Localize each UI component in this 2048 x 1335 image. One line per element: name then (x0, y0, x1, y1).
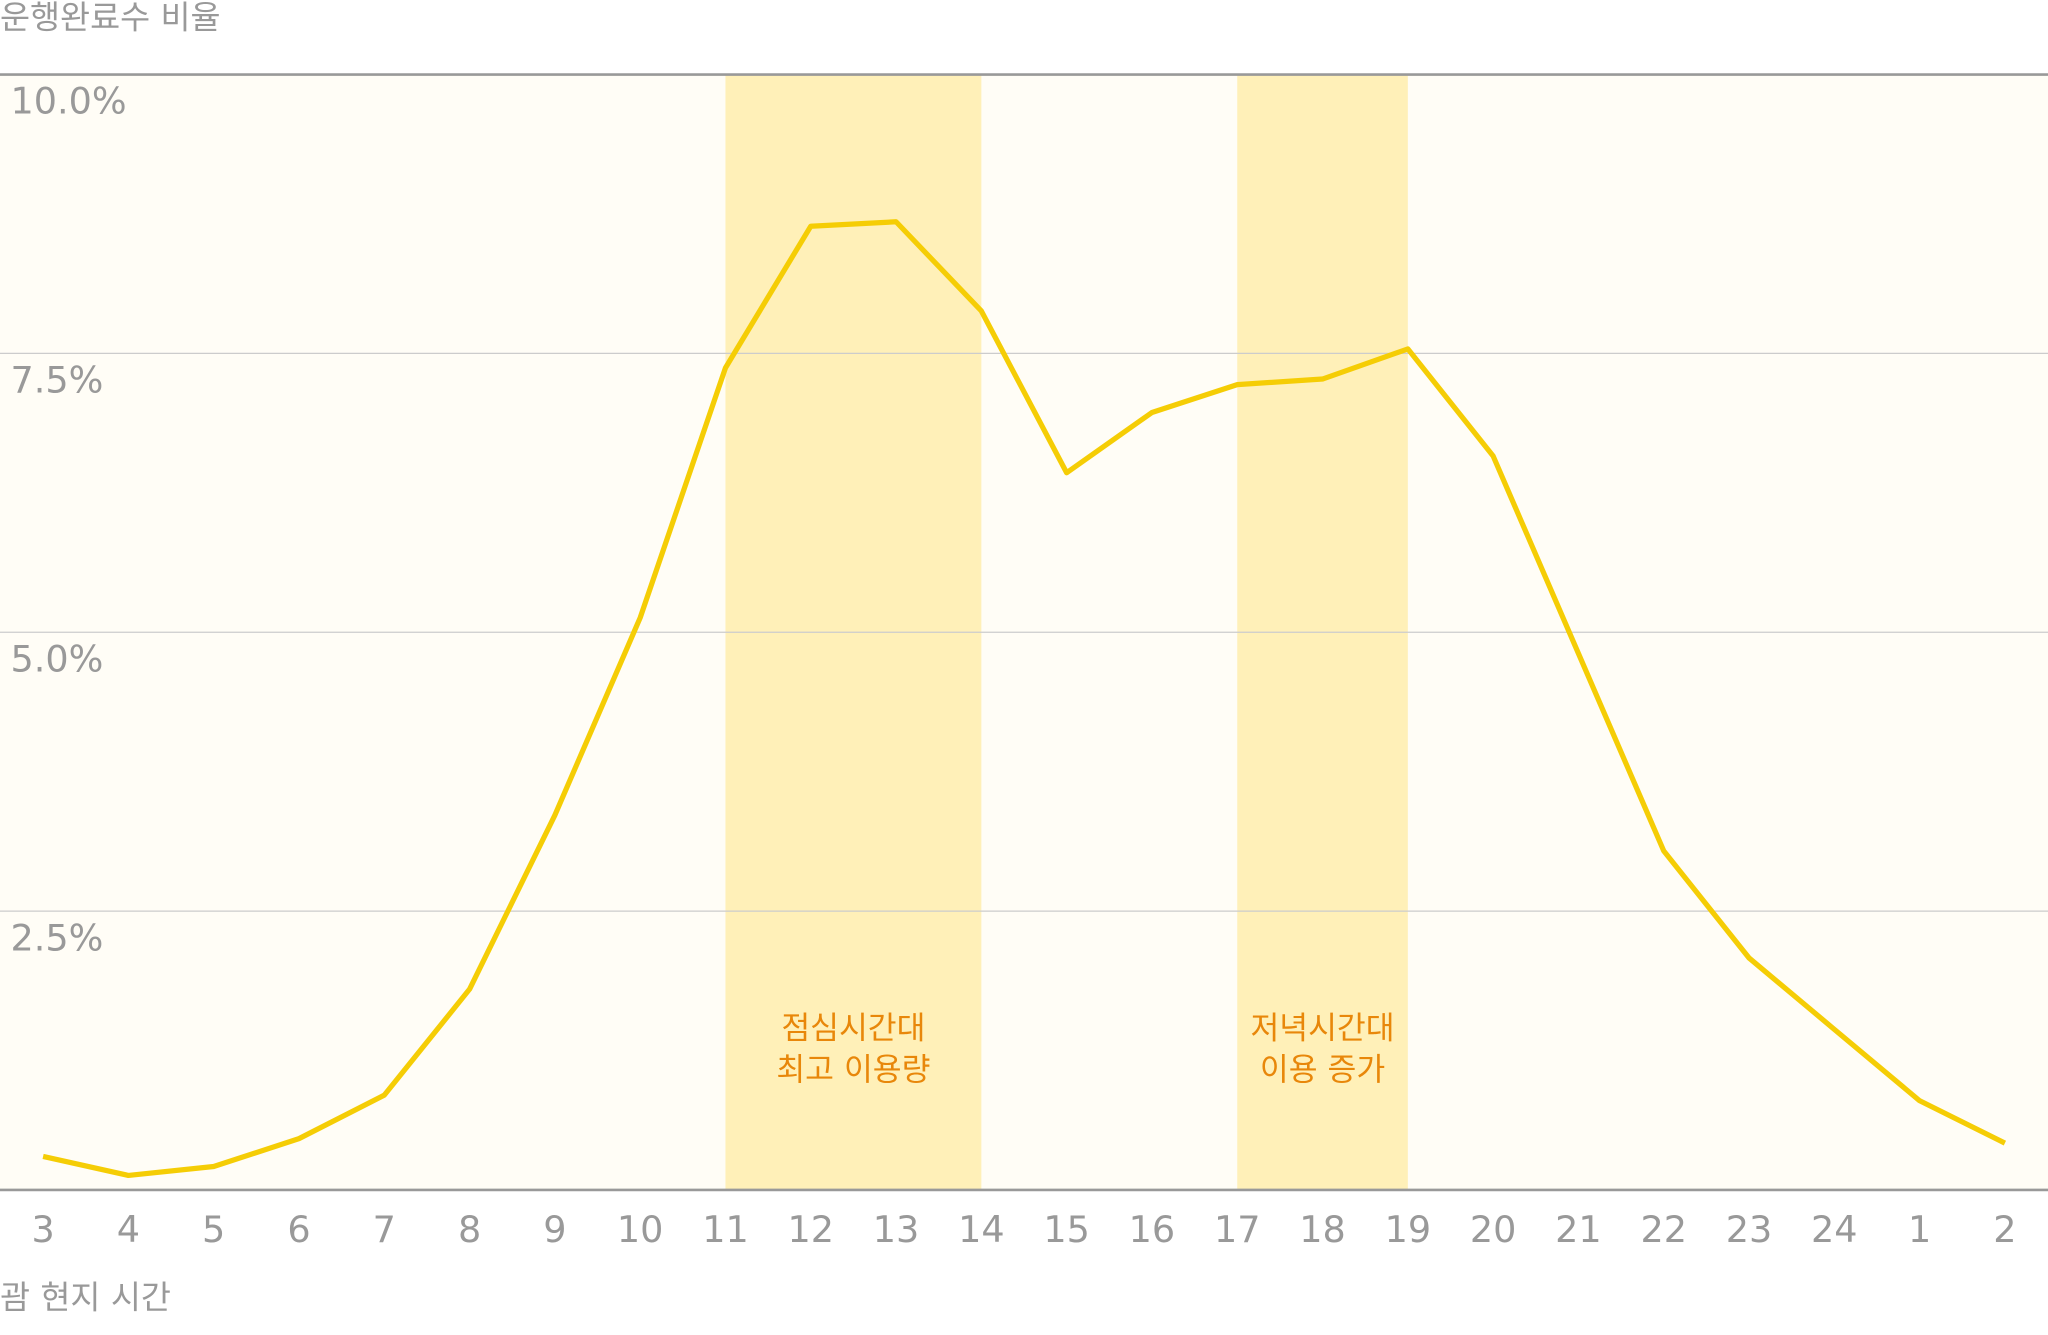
annotation: 저녁시간대 (1250, 1010, 1394, 1046)
x-tick-label: 3 (31, 1208, 54, 1251)
x-tick-label: 14 (958, 1208, 1005, 1251)
x-tick-label: 11 (702, 1208, 749, 1251)
x-tick-label: 23 (1726, 1208, 1773, 1251)
annotation: 최고 이용량 (776, 1052, 930, 1088)
x-tick-label: 8 (458, 1208, 481, 1251)
annotation: 점심시간대 (781, 1010, 925, 1046)
y-tick-label: 7.5% (10, 359, 103, 402)
x-axis-title: 괌 현지 시간 (0, 1279, 171, 1317)
x-tick-label: 24 (1811, 1208, 1858, 1251)
x-tick-label: 21 (1555, 1208, 1602, 1251)
x-tick-label: 2 (1993, 1208, 2016, 1251)
x-tick-label: 20 (1470, 1208, 1517, 1251)
annotation: 이용 증가 (1260, 1052, 1385, 1088)
y-tick-label: 5.0% (10, 637, 103, 680)
x-tick-label: 13 (873, 1208, 920, 1251)
x-tick-label: 1 (1908, 1208, 1931, 1251)
y-tick-label: 2.5% (10, 916, 103, 959)
y-axis-title: 운행완료수 비율 (0, 0, 221, 37)
x-tick-label: 22 (1640, 1208, 1687, 1251)
y-tick-label: 10.0% (10, 80, 126, 123)
x-tick-label: 4 (117, 1208, 140, 1251)
x-tick-label: 5 (202, 1208, 225, 1251)
x-tick-label: 16 (1129, 1208, 1176, 1251)
x-tick-label: 9 (543, 1208, 566, 1251)
x-tick-label: 12 (787, 1208, 834, 1251)
x-tick-label: 7 (373, 1208, 396, 1251)
x-tick-label: 10 (617, 1208, 664, 1251)
x-tick-label: 6 (287, 1208, 310, 1251)
x-tick-label: 17 (1214, 1208, 1261, 1251)
data-line (42, 219, 2007, 1179)
x-tick-label: 18 (1299, 1208, 1346, 1251)
x-tick-label: 19 (1385, 1208, 1432, 1251)
x-tick-label: 15 (1043, 1208, 1090, 1251)
